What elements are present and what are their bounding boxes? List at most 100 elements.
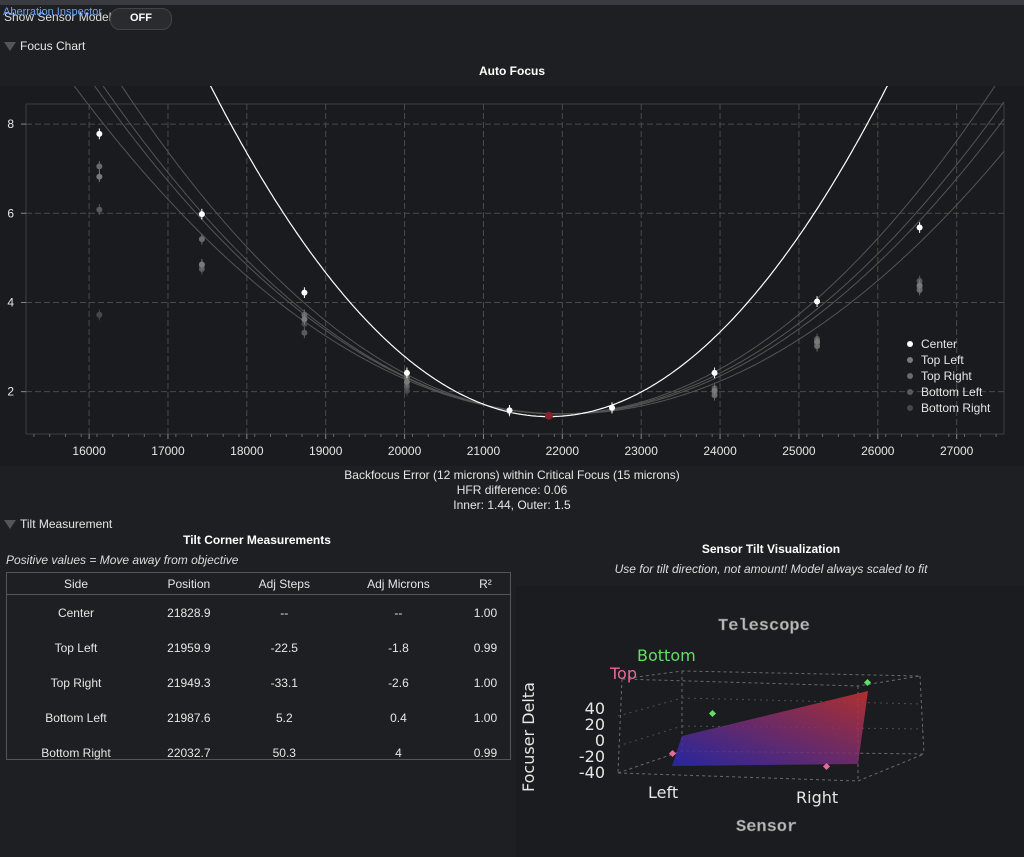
data-point bbox=[96, 206, 103, 213]
data-point bbox=[403, 378, 410, 385]
autofocus-chart-title: Auto Focus bbox=[479, 64, 545, 78]
cell-position: 22032.7 bbox=[167, 745, 211, 760]
table-header-row: Side Position Adj Steps Adj Microns R² bbox=[7, 573, 510, 595]
bottom-corner-label: Bottom bbox=[637, 646, 696, 665]
tilt-measurement-section-header[interactable]: Tilt Measurement bbox=[4, 515, 112, 533]
telescope-axis-title: Telescope bbox=[718, 617, 810, 636]
z-tick-40: 40 bbox=[585, 699, 605, 718]
cell-position: 21987.6 bbox=[167, 710, 211, 725]
cell-r-squared: 1.00 bbox=[473, 675, 498, 690]
cell-side: Bottom Left bbox=[45, 710, 107, 725]
column-header-adj-steps[interactable]: Adj Steps bbox=[232, 573, 336, 595]
data-point bbox=[198, 211, 205, 218]
cell-position: 21959.9 bbox=[167, 640, 211, 655]
data-point bbox=[814, 298, 821, 305]
table-row[interactable]: Center 21828.9 -- -- 1.00 bbox=[7, 595, 510, 631]
table-row[interactable]: Bottom Right 22032.7 50.3 4 0.99 bbox=[7, 735, 510, 770]
focus-minimum-marker bbox=[544, 411, 553, 420]
tilt-measurement-section-label: Tilt Measurement bbox=[20, 517, 113, 531]
cell-adj-steps: -- bbox=[280, 605, 289, 620]
tilt-table: Side Position Adj Steps Adj Microns R² C… bbox=[6, 572, 511, 760]
tilt-visualization-area[interactable]: Telescope Bottom Top 40 20 0 -20 -40 Foc… bbox=[516, 586, 1024, 857]
cell-adj-steps: -22.5 bbox=[270, 640, 298, 655]
x-tick-label: 24000 bbox=[703, 444, 737, 458]
column-header-r-squared[interactable]: R² bbox=[460, 573, 510, 595]
autofocus-chart: 16000 17000 18000 19000 20000 21000 22000 23000… bbox=[7, 86, 1005, 458]
sensor-model-toggle[interactable]: OFF bbox=[110, 8, 172, 30]
marker-top-right bbox=[822, 762, 831, 771]
tilt-3d-plot[interactable]: Telescope Bottom Top 40 20 0 -20 -40 Foc… bbox=[516, 586, 1024, 857]
tilt-viz-title: Sensor Tilt Visualization bbox=[701, 542, 841, 556]
legend-label: Bottom Right bbox=[921, 401, 991, 415]
cell-r-squared: 1.00 bbox=[473, 605, 498, 620]
legend-marker bbox=[907, 341, 913, 347]
hfr-difference-text: HFR difference: 0.06 bbox=[456, 483, 568, 497]
corner-fit-curve bbox=[73, 86, 1005, 415]
cell-position: 21949.3 bbox=[167, 675, 211, 690]
y-tick-label: 6 bbox=[7, 206, 14, 220]
z-tick-neg-20: -20 bbox=[579, 747, 605, 766]
y-tick-label: 8 bbox=[7, 117, 14, 131]
x-tick-label: 16000 bbox=[72, 444, 106, 458]
data-point bbox=[198, 261, 205, 268]
app-title: Aberration Inspector bbox=[3, 6, 103, 18]
table-row[interactable]: Bottom Left 21987.6 5.2 0.4 1.00 bbox=[7, 700, 510, 735]
table-row[interactable]: Top Right 21949.3 -33.1 -2.6 1.00 bbox=[7, 665, 510, 700]
data-point bbox=[301, 316, 308, 323]
data-point bbox=[301, 289, 308, 296]
cell-adj-steps: -33.1 bbox=[270, 675, 298, 690]
z-tick-20: 20 bbox=[585, 715, 605, 734]
cell-side: Top Left bbox=[54, 640, 98, 655]
cell-r-squared: 0.99 bbox=[473, 745, 498, 760]
tilt-plane bbox=[672, 691, 868, 766]
tilt-viz-subtitle: Use for tilt direction, not amount! Mode… bbox=[614, 562, 928, 576]
column-header-position[interactable]: Position bbox=[144, 573, 233, 595]
x-tick-label: 21000 bbox=[467, 444, 501, 458]
focus-chart-section-header[interactable]: Focus Chart bbox=[4, 37, 85, 55]
right-corner-label: Right bbox=[796, 788, 838, 807]
column-header-adj-microns[interactable]: Adj Microns bbox=[335, 573, 461, 595]
legend-marker bbox=[907, 373, 913, 379]
collapse-triangle-icon bbox=[4, 41, 16, 51]
legend-label: Top Left bbox=[921, 353, 964, 367]
y-tick-label: 2 bbox=[7, 385, 14, 399]
legend-label: Top Right bbox=[921, 369, 972, 383]
x-tick-label: 19000 bbox=[309, 444, 343, 458]
focuser-delta-axis-label: Focuser Delta bbox=[519, 682, 538, 792]
inner-outer-text: Inner: 1.44, Outer: 1.5 bbox=[453, 498, 571, 512]
data-point bbox=[96, 163, 103, 170]
cell-r-squared: 0.99 bbox=[473, 640, 498, 655]
legend-label: Bottom Left bbox=[921, 385, 983, 399]
cell-side: Top Right bbox=[50, 675, 102, 690]
marker-top-left bbox=[668, 749, 677, 758]
legend-marker bbox=[907, 405, 913, 411]
x-tick-label: 27000 bbox=[940, 444, 974, 458]
y-tick-label: 4 bbox=[7, 295, 14, 309]
legend-marker bbox=[907, 357, 913, 363]
column-header-side[interactable]: Side bbox=[7, 573, 145, 595]
data-point bbox=[609, 404, 616, 411]
z-tick-0: 0 bbox=[595, 731, 605, 750]
sensor-model-row: Show Sensor Model bbox=[4, 10, 111, 30]
cell-adj-microns: 0.4 bbox=[390, 710, 407, 725]
data-point bbox=[96, 173, 103, 180]
cell-adj-microns: 4 bbox=[395, 745, 402, 760]
sensor-model-label: Show Sensor Model bbox=[4, 10, 112, 24]
marker-bottom-right bbox=[863, 678, 872, 687]
cell-side: Center bbox=[57, 605, 94, 620]
data-point bbox=[814, 338, 821, 345]
focus-chart-section-label: Focus Chart bbox=[20, 39, 86, 53]
x-tick-label: 20000 bbox=[388, 444, 422, 458]
sensor-axis-title: Sensor bbox=[736, 818, 797, 837]
tilt-table-title: Tilt Corner Measurements bbox=[183, 533, 331, 547]
data-point bbox=[96, 130, 103, 137]
x-tick-label: 26000 bbox=[861, 444, 895, 458]
data-point bbox=[916, 282, 923, 289]
backfocus-error-text: Backfocus Error (12 microns) within Crit… bbox=[344, 468, 680, 482]
cell-adj-steps: 5.2 bbox=[275, 710, 293, 725]
table-row[interactable]: Top Left 21959.9 -22.5 -1.8 0.99 bbox=[7, 630, 510, 665]
data-point bbox=[198, 236, 205, 243]
top-corner-label: Top bbox=[609, 664, 637, 683]
data-point bbox=[711, 387, 718, 394]
window-top-bar bbox=[0, 0, 1024, 5]
